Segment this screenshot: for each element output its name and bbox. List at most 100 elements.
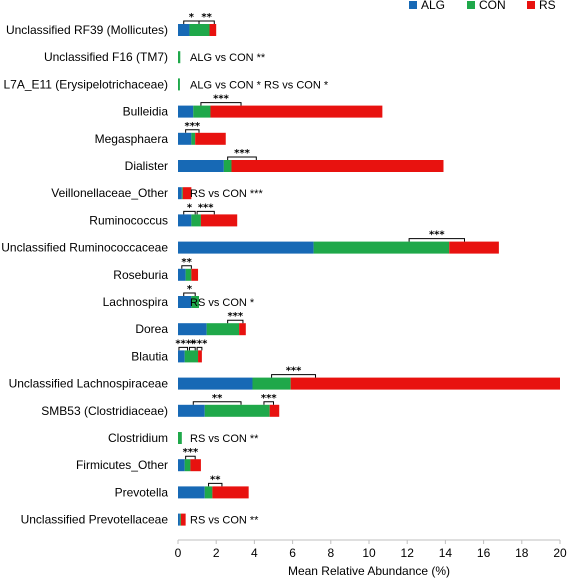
category-label: L7A_E11 (Erysipelotrichaceae)	[3, 77, 168, 91]
comparison-note: RS vs CON **	[190, 515, 259, 527]
significance-label: ***	[184, 121, 200, 132]
bar-rs	[239, 323, 246, 336]
significance-label: **	[201, 12, 212, 23]
chart-legend: ALG CON RS	[409, 0, 556, 12]
significance-bracket	[181, 265, 192, 269]
significance-label: ***	[175, 338, 191, 349]
bar-alg	[178, 105, 194, 118]
bar-con	[206, 323, 240, 336]
category-label: Blautia	[131, 349, 168, 363]
comparison-note: RS vs CON ***	[190, 188, 263, 200]
bar-alg	[178, 187, 182, 200]
bar-alg	[178, 214, 192, 227]
category-label: Ruminococcus	[89, 213, 168, 227]
bar-rs	[190, 459, 201, 472]
bar-alg	[178, 323, 207, 336]
x-tick-label: 6	[289, 546, 296, 560]
category-label: Dialister	[125, 159, 168, 173]
significance-label: ***	[192, 338, 208, 349]
bar-rs	[269, 404, 280, 417]
bar-con	[193, 105, 211, 118]
bar-alg	[178, 268, 186, 281]
x-tick-label: 4	[251, 546, 258, 560]
bar-rs	[195, 132, 226, 145]
bar-alg	[178, 350, 185, 363]
bar-con	[184, 459, 191, 472]
comparison-note: RS vs CON **	[190, 433, 259, 445]
significance-bracket	[185, 129, 200, 133]
significance-label: ***	[198, 202, 214, 213]
comparison-note: ALG vs CON * RS vs CON *	[190, 79, 329, 91]
category-label: Veillonellaceae_Other	[51, 186, 168, 200]
bar-con	[181, 187, 183, 200]
bar-rs	[191, 268, 199, 281]
significance-bracket	[196, 346, 203, 351]
significance-label: *	[190, 338, 196, 349]
bar-con	[178, 432, 182, 444]
x-axis: 0 2 4 6 8 10 12 14 16 18 20	[175, 539, 567, 560]
category-labels: Unclassified RF39 (Mollicutes) Unclassifi…	[1, 23, 168, 527]
x-tick-label: 10	[362, 546, 376, 560]
annotation-notes: ALG vs CON ** ALG vs CON * RS vs CON * RS …	[190, 52, 329, 526]
bar-alg	[178, 404, 205, 417]
legend-label-con: CON	[479, 0, 506, 12]
bar-group	[178, 24, 560, 526]
bar-con	[178, 51, 181, 64]
bar-rs	[212, 486, 249, 499]
significance-group: * ************ ************************ ***…	[175, 12, 465, 487]
bar-alg	[178, 459, 185, 472]
category-label: Unclassified F16 (TM7)	[44, 50, 168, 64]
bar-alg	[178, 241, 314, 254]
bar-con	[204, 404, 270, 417]
bar-con	[189, 24, 210, 36]
bar-alg	[178, 377, 253, 390]
legend-swatch-con	[467, 1, 475, 9]
bar-rs	[198, 350, 202, 363]
significance-bracket	[200, 102, 242, 106]
bar-rs	[290, 377, 560, 390]
x-tick-label: 20	[553, 546, 567, 560]
x-tick-label: 8	[327, 546, 334, 560]
comparison-note: RS vs CON *	[190, 297, 255, 309]
bar-con	[179, 513, 181, 526]
bar-rs	[231, 160, 444, 172]
bar-con	[313, 241, 450, 254]
x-tick-label: 18	[515, 546, 529, 560]
bar-con	[204, 486, 213, 499]
significance-label: *	[187, 202, 193, 213]
significance-bracket	[208, 482, 223, 487]
bar-rs	[449, 241, 499, 254]
significance-bracket	[183, 292, 196, 296]
category-label: Dorea	[135, 322, 168, 336]
bar-rs	[209, 24, 217, 36]
bar-alg	[178, 132, 192, 145]
category-label: Bulleidia	[123, 105, 169, 119]
significance-label: **	[210, 474, 221, 485]
bar-con	[184, 350, 199, 363]
significance-bracket	[271, 374, 317, 378]
x-tick-label: 12	[401, 546, 415, 560]
bar-alg	[178, 486, 205, 499]
bar-con	[191, 296, 200, 308]
significance-bracket	[408, 238, 465, 242]
significance-label: **	[181, 257, 192, 268]
category-label: Unclassified RF39 (Mollicutes)	[6, 23, 168, 37]
significance-label: ***	[213, 94, 229, 105]
bar-rs	[180, 513, 186, 526]
significance-label: **	[212, 393, 223, 404]
significance-bracket	[188, 346, 196, 351]
x-axis-title: Mean Relative Abundance (%)	[288, 564, 450, 578]
x-tick-label: 0	[175, 546, 182, 560]
significance-bracket	[196, 210, 215, 215]
significance-label: ***	[227, 311, 243, 322]
category-label: Prevotella	[115, 485, 169, 499]
bar-con	[252, 377, 291, 390]
bar-alg	[178, 24, 190, 36]
category-label: Megasphaera	[95, 132, 169, 146]
significance-bracket	[263, 401, 274, 405]
significance-bracket	[227, 156, 257, 160]
category-label: Firmicutes_Other	[76, 458, 168, 472]
bar-alg	[178, 513, 180, 526]
bar-con	[185, 268, 192, 281]
